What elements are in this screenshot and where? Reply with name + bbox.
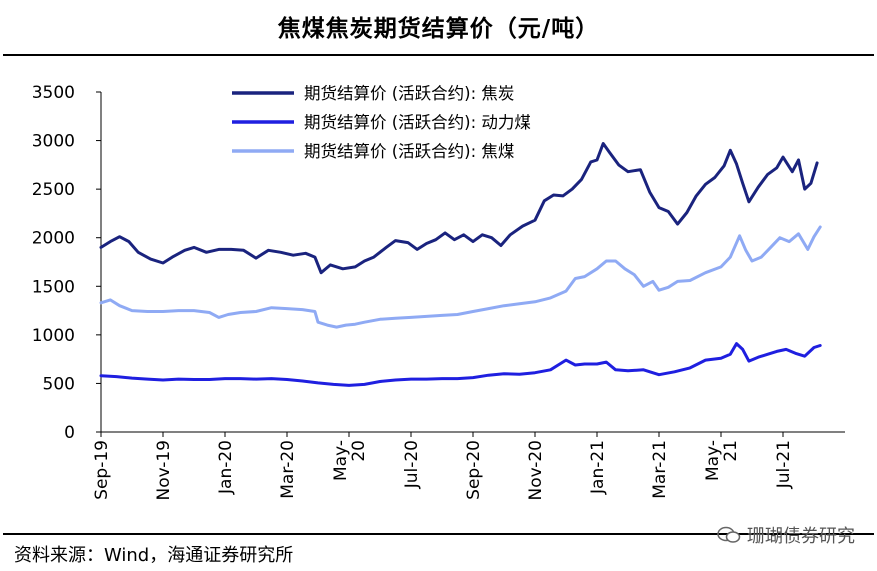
bottom-rule xyxy=(3,533,874,535)
x-tick-label: 21 xyxy=(721,440,741,462)
x-tick-label: Sep-20 xyxy=(464,440,484,500)
page-title: 焦煤焦炭期货结算价（元/吨） xyxy=(277,16,600,42)
series-line-1 xyxy=(99,342,822,387)
y-tick-label: 0 xyxy=(64,423,75,443)
x-tick-label-group: May-20 xyxy=(331,440,369,481)
x-tick-label-group: Nov-19 xyxy=(154,440,174,501)
x-tick-label: Nov-19 xyxy=(154,440,174,501)
x-tick-label: May- xyxy=(703,440,723,481)
x-tick-label: 20 xyxy=(349,440,369,462)
wechat-icon xyxy=(717,526,741,544)
x-tick-label: Sep-19 xyxy=(92,440,112,500)
y-tick-label: 500 xyxy=(43,374,75,394)
series-line-2 xyxy=(99,225,822,329)
x-tick-label: Mar-21 xyxy=(650,440,670,499)
x-tick-label-group: Mar-21 xyxy=(650,440,670,499)
x-tick-label: Jul-20 xyxy=(402,440,422,489)
x-tick-label: May- xyxy=(331,440,351,481)
legend-label-1: 期货结算价 (活跃合约): 动力煤 xyxy=(304,113,531,132)
y-tick-label: 2500 xyxy=(32,180,75,200)
y-tick-label: 1000 xyxy=(32,326,75,346)
x-tick-label-group: Nov-20 xyxy=(526,440,546,501)
x-tick-label: Jul-21 xyxy=(774,440,794,489)
x-tick-label-group: Mar-20 xyxy=(278,440,298,499)
x-tick-label-group: May-21 xyxy=(703,440,741,481)
x-tick-label-group: Jan-21 xyxy=(588,440,608,495)
legend-label-2: 期货结算价 (活跃合约): 焦煤 xyxy=(304,142,514,161)
top-rule xyxy=(3,54,874,56)
watermark: 珊瑚债券研究 xyxy=(717,522,855,548)
x-tick-label-group: Jul-21 xyxy=(774,440,794,489)
x-tick-label: Jan-20 xyxy=(216,440,236,495)
x-tick-label-group: Jul-20 xyxy=(402,440,422,489)
series-line-0 xyxy=(99,142,819,275)
x-tick-label-group: Jan-20 xyxy=(216,440,236,495)
x-tick-label: Nov-20 xyxy=(526,440,546,501)
watermark-text: 珊瑚债券研究 xyxy=(747,526,855,547)
source-note: 资料来源：Wind，海通证券研究所 xyxy=(14,545,294,566)
y-tick-label: 3500 xyxy=(32,83,75,103)
y-tick-label: 3000 xyxy=(32,132,75,152)
legend-label-0: 期货结算价 (活跃合约): 焦炭 xyxy=(304,84,514,103)
y-tick-label: 2000 xyxy=(32,229,75,249)
x-tick-label: Mar-20 xyxy=(278,440,298,499)
x-tick-label-group: Sep-20 xyxy=(464,440,484,500)
x-tick-label-group: Sep-19 xyxy=(92,440,112,500)
x-tick-label: Jan-21 xyxy=(588,440,608,495)
y-tick-label: 1500 xyxy=(32,277,75,297)
